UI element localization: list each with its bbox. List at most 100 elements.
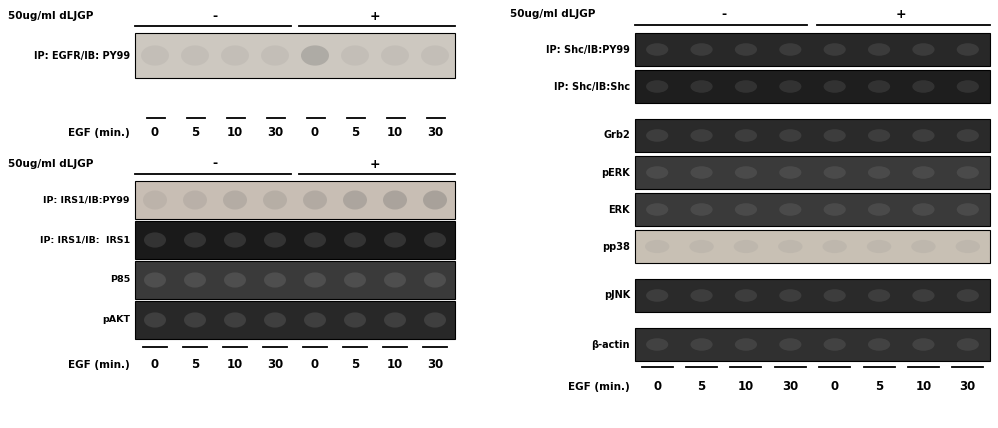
Text: 50ug/ml dLJGP: 50ug/ml dLJGP: [510, 9, 596, 19]
Ellipse shape: [144, 232, 166, 248]
Ellipse shape: [734, 240, 758, 253]
Text: 0: 0: [830, 380, 838, 393]
Ellipse shape: [823, 166, 845, 179]
Text: 0: 0: [653, 380, 662, 393]
Text: 5: 5: [698, 380, 706, 393]
Ellipse shape: [735, 203, 757, 216]
Ellipse shape: [868, 43, 890, 56]
Ellipse shape: [779, 166, 801, 179]
Ellipse shape: [823, 289, 845, 302]
Ellipse shape: [778, 240, 802, 253]
Ellipse shape: [779, 43, 801, 56]
Ellipse shape: [868, 338, 890, 351]
Text: 5: 5: [351, 127, 359, 140]
Bar: [635, 193, 990, 226]
Text: 50ug/ml dLJGP: 50ug/ml dLJGP: [8, 159, 94, 169]
Ellipse shape: [735, 289, 757, 302]
Ellipse shape: [383, 190, 407, 209]
Ellipse shape: [868, 129, 890, 142]
Ellipse shape: [691, 338, 713, 351]
Ellipse shape: [144, 272, 166, 288]
Text: 30: 30: [427, 127, 443, 140]
Bar: [635, 328, 990, 361]
Text: IP: IRS1/IB:  IRS1: IP: IRS1/IB: IRS1: [40, 235, 130, 244]
Ellipse shape: [735, 338, 757, 351]
Text: EGF (min.): EGF (min.): [68, 360, 130, 370]
Ellipse shape: [912, 80, 934, 93]
Bar: [635, 230, 990, 263]
Ellipse shape: [912, 129, 934, 142]
Text: 30: 30: [782, 380, 798, 393]
Text: 10: 10: [387, 127, 403, 140]
Text: Grb2: Grb2: [603, 131, 630, 140]
Ellipse shape: [381, 45, 409, 65]
Ellipse shape: [912, 289, 934, 302]
Ellipse shape: [691, 166, 713, 179]
Ellipse shape: [344, 232, 366, 248]
Ellipse shape: [645, 240, 670, 253]
Ellipse shape: [646, 289, 669, 302]
Text: 0: 0: [311, 127, 319, 140]
Text: ERK: ERK: [609, 205, 630, 214]
Text: β-actin: β-actin: [592, 339, 630, 350]
Text: EGF (min.): EGF (min.): [568, 382, 630, 392]
Text: pERK: pERK: [601, 167, 630, 178]
Text: 10: 10: [227, 359, 244, 372]
Ellipse shape: [221, 45, 249, 65]
Ellipse shape: [912, 166, 934, 179]
Ellipse shape: [264, 272, 286, 288]
Ellipse shape: [735, 80, 757, 93]
Text: +: +: [369, 9, 380, 23]
Ellipse shape: [823, 43, 845, 56]
Ellipse shape: [183, 190, 207, 209]
Ellipse shape: [384, 272, 406, 288]
Ellipse shape: [735, 129, 757, 142]
Text: 10: 10: [738, 380, 754, 393]
Ellipse shape: [957, 43, 979, 56]
Text: 30: 30: [427, 359, 443, 372]
Ellipse shape: [957, 203, 979, 216]
Ellipse shape: [779, 129, 801, 142]
Ellipse shape: [868, 289, 890, 302]
Ellipse shape: [957, 129, 979, 142]
Text: 10: 10: [387, 359, 403, 372]
Text: IP: Shc/IB:Shc: IP: Shc/IB:Shc: [554, 81, 630, 92]
Ellipse shape: [304, 232, 326, 248]
Text: 5: 5: [191, 127, 200, 140]
Ellipse shape: [303, 190, 327, 209]
Bar: [135, 301, 455, 339]
Ellipse shape: [735, 43, 757, 56]
Ellipse shape: [384, 312, 406, 327]
Text: P85: P85: [110, 276, 130, 285]
Text: +: +: [369, 158, 380, 170]
Ellipse shape: [868, 203, 890, 216]
Ellipse shape: [224, 232, 246, 248]
Bar: [135, 221, 455, 259]
Text: 5: 5: [191, 359, 200, 372]
Text: 0: 0: [311, 359, 319, 372]
Bar: [135, 33, 455, 78]
Ellipse shape: [261, 45, 289, 65]
Ellipse shape: [868, 80, 890, 93]
Ellipse shape: [912, 338, 934, 351]
Bar: [635, 279, 990, 312]
Ellipse shape: [691, 203, 713, 216]
Ellipse shape: [691, 289, 713, 302]
Ellipse shape: [691, 129, 713, 142]
Text: 10: 10: [915, 380, 931, 393]
Text: 5: 5: [875, 380, 883, 393]
Ellipse shape: [304, 312, 326, 327]
Ellipse shape: [691, 43, 713, 56]
Ellipse shape: [264, 312, 286, 327]
Text: 5: 5: [351, 359, 359, 372]
Ellipse shape: [822, 240, 847, 253]
Ellipse shape: [224, 272, 246, 288]
Ellipse shape: [957, 289, 979, 302]
Ellipse shape: [823, 203, 845, 216]
Text: EGF (min.): EGF (min.): [68, 128, 130, 138]
Ellipse shape: [421, 45, 449, 65]
Ellipse shape: [141, 45, 169, 65]
Ellipse shape: [423, 190, 447, 209]
Ellipse shape: [343, 190, 367, 209]
Text: IP: EGFR/IB: PY99: IP: EGFR/IB: PY99: [34, 51, 130, 60]
